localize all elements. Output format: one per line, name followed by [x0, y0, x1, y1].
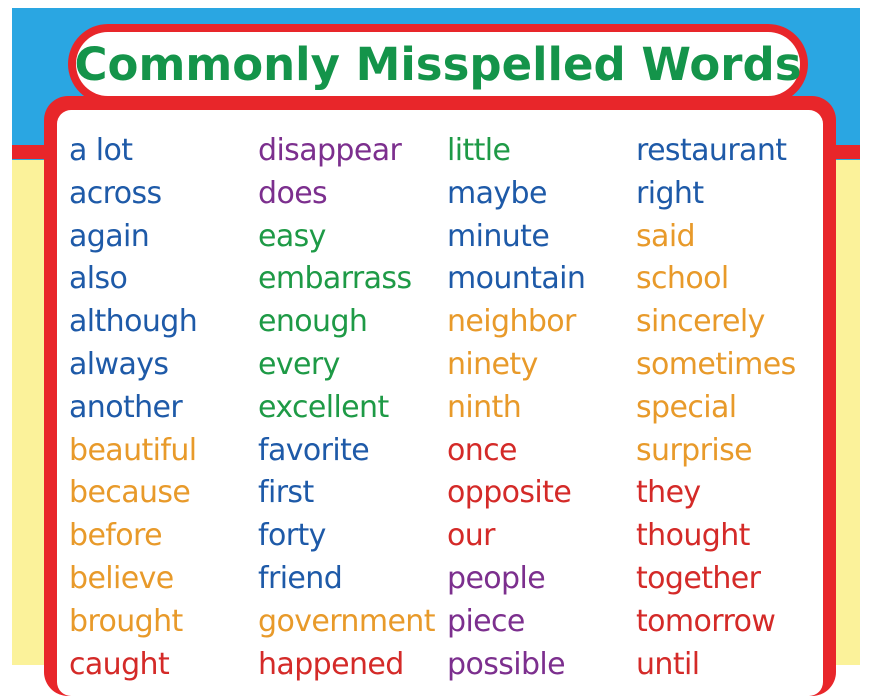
word-item: friend	[258, 560, 343, 596]
word-item: first	[258, 475, 314, 511]
word-item: neighbor	[447, 304, 576, 340]
word-item: restaurant	[636, 133, 787, 168]
title-banner: Commonly Misspelled Words	[68, 24, 808, 104]
word-item: forty	[258, 518, 326, 554]
word-item: enough	[258, 304, 368, 340]
word-item: brought	[69, 603, 183, 639]
word-item: also	[69, 261, 128, 297]
word-item: beautiful	[69, 432, 197, 468]
word-item: before	[69, 518, 163, 554]
word-item: mountain	[447, 261, 586, 297]
word-item: they	[636, 475, 701, 511]
title-banner-inner: Commonly Misspelled Words	[74, 32, 802, 96]
word-item: school	[636, 261, 729, 297]
word-item: sincerely	[636, 304, 765, 340]
word-item: every	[258, 346, 340, 382]
word-item: piece	[447, 603, 525, 639]
word-item: minute	[447, 218, 550, 254]
word-column-1: a lot across again also although always anothe…	[69, 130, 198, 686]
word-item: tomorrow	[636, 603, 776, 639]
word-item: said	[636, 218, 696, 254]
word-item: always	[69, 346, 169, 382]
word-item: embarrass	[258, 261, 412, 297]
word-column-4: restaurant right said school sincerely someti…	[636, 130, 796, 686]
word-item: because	[69, 475, 191, 511]
word-item: right	[636, 175, 704, 211]
word-item: opposite	[447, 475, 572, 511]
word-item: together	[636, 560, 761, 596]
word-item: believe	[69, 560, 174, 596]
word-item: easy	[258, 218, 326, 254]
word-item: again	[69, 218, 150, 254]
word-item: surprise	[636, 432, 753, 468]
word-list-area: a lot across again also although always anothe…	[57, 110, 823, 696]
word-item: ninety	[447, 346, 538, 382]
word-item: maybe	[447, 175, 547, 211]
word-item: sometimes	[636, 346, 796, 382]
word-list-panel: a lot across again also although always anothe…	[44, 96, 836, 696]
word-item: across	[69, 175, 162, 211]
word-item: government	[258, 603, 435, 639]
word-item: thought	[636, 518, 750, 554]
word-column-2: disappear does easy embarrass enough every exc…	[258, 130, 435, 686]
poster-title: Commonly Misspelled Words	[74, 37, 802, 91]
word-item: favorite	[258, 432, 370, 468]
word-item: excellent	[258, 389, 389, 425]
word-item: another	[69, 389, 183, 425]
word-item: people	[447, 560, 546, 596]
word-item: our	[447, 518, 496, 554]
word-item: once	[447, 432, 518, 468]
word-item: disappear	[258, 133, 402, 168]
word-item: although	[69, 304, 198, 340]
word-item: does	[258, 175, 328, 211]
word-item: a lot	[69, 133, 133, 168]
word-column-3: little maybe minute mountain neighbor ninety n…	[447, 130, 586, 686]
word-item: ninth	[447, 389, 522, 425]
word-item: special	[636, 389, 737, 425]
word-item: little	[447, 133, 511, 168]
